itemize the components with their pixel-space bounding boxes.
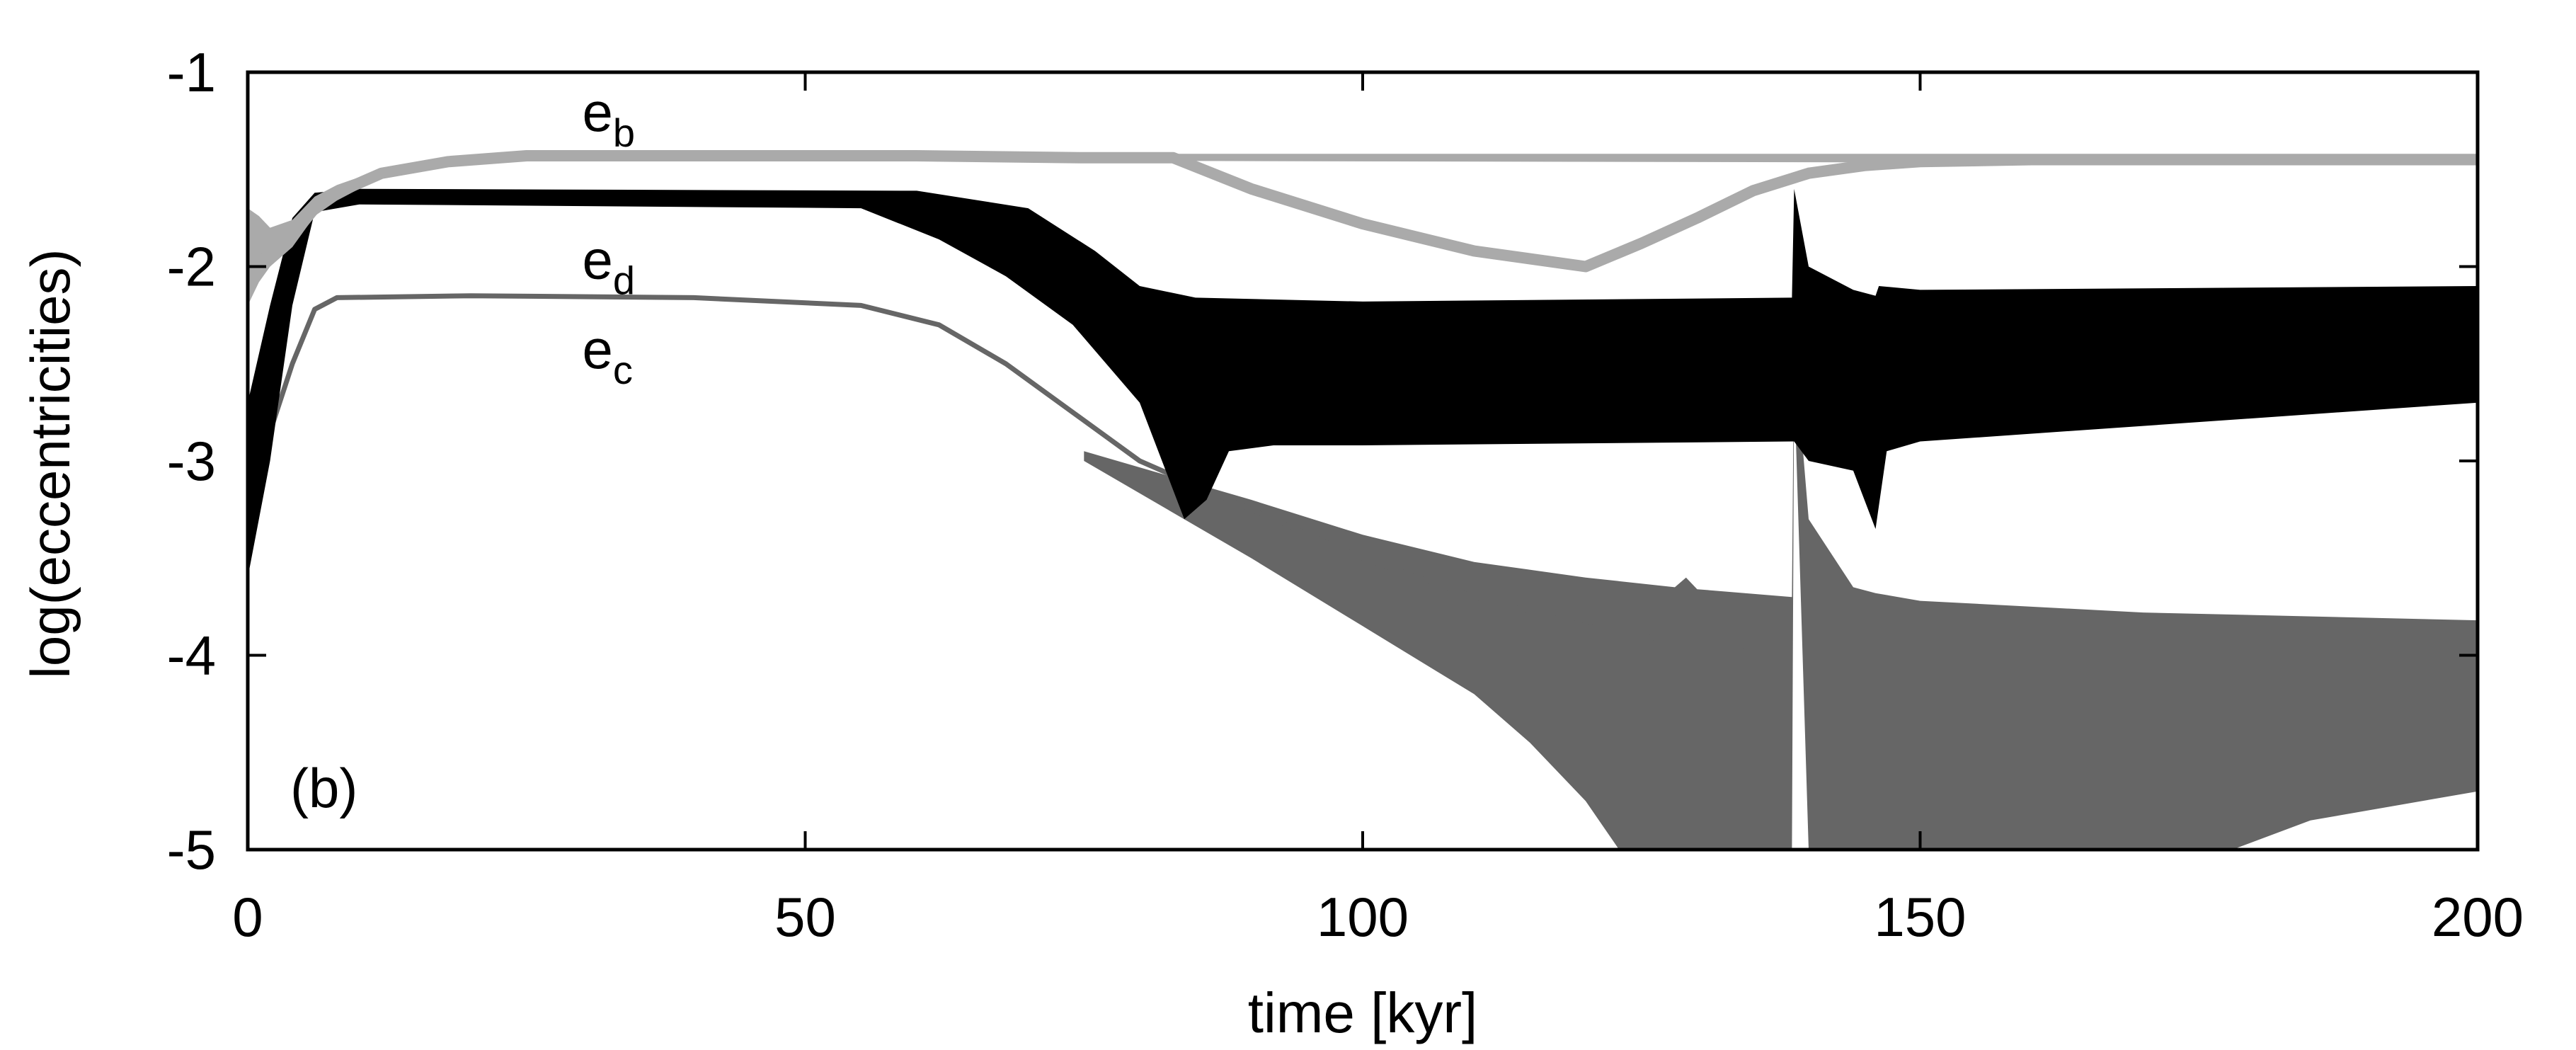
line-e-c [248, 293, 1789, 658]
axes: 0 50 100 150 200 -1 -2 -3 -4 -5 [167, 41, 2524, 948]
x-tick-label: 50 [774, 886, 836, 948]
series-label-base: e [583, 81, 613, 143]
series-label-subscript: b [613, 110, 635, 155]
y-tick-label: -4 [167, 624, 216, 687]
line-e-b [248, 150, 2478, 273]
x-axis-label: time [kyr] [1248, 981, 1477, 1044]
panel-label: (b) [290, 757, 357, 819]
band-e-c [1084, 344, 2478, 850]
series-label-e-d: ed [583, 229, 636, 303]
y-tick-label: -1 [167, 41, 216, 103]
y-axis-label: log(eccentricities) [19, 249, 81, 679]
series-e-d [248, 188, 2478, 578]
series-label-subscript: c [613, 348, 633, 392]
series-e-c [248, 293, 2478, 850]
series-label-e-c: ec [583, 318, 633, 392]
series-label-base: e [583, 229, 613, 291]
series-label-subscript: d [613, 258, 635, 303]
y-tick-label: -3 [167, 430, 216, 492]
x-tick-label: 100 [1317, 886, 1409, 948]
x-tick-label: 0 [232, 886, 263, 948]
y-tick-label: -5 [167, 818, 216, 881]
series-label-base: e [583, 318, 613, 380]
series-e-b [248, 150, 2478, 306]
band-e-d [248, 188, 2478, 578]
y-tick-label: -2 [167, 236, 216, 298]
x-tick-label: 200 [2432, 886, 2524, 948]
plot-area [248, 150, 2478, 850]
series-label-e-b: eb [583, 81, 636, 155]
x-tick-label: 150 [1874, 886, 1966, 948]
